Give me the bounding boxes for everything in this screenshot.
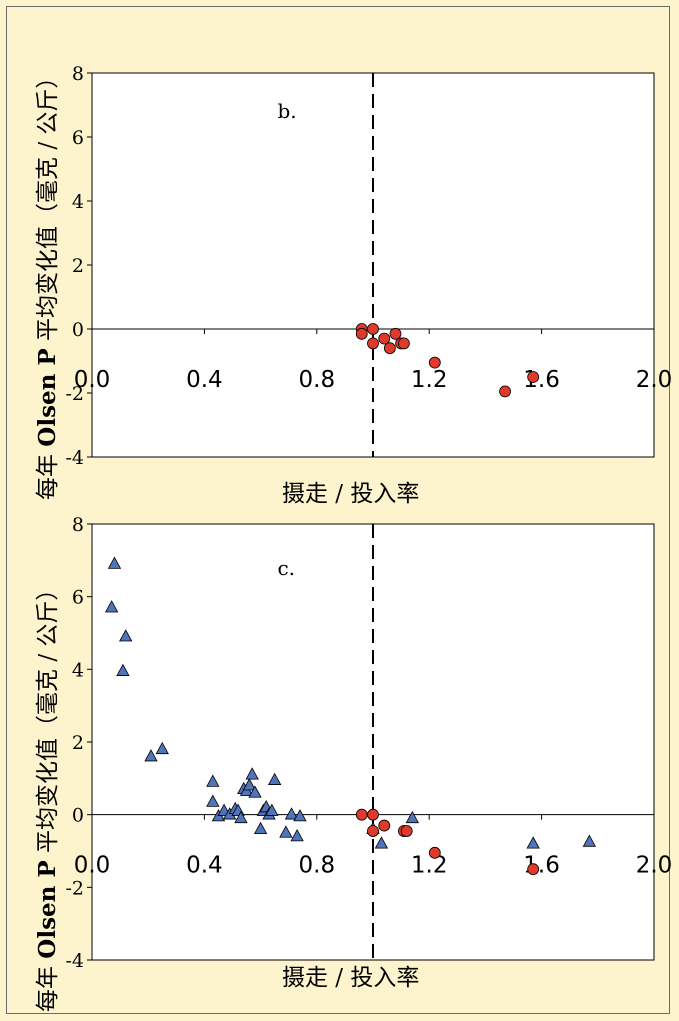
data-point-triangle <box>374 836 389 849</box>
data-point-triangle <box>107 556 122 569</box>
y-tick-label: 6 <box>72 587 84 609</box>
y-tick-label: -4 <box>65 447 84 469</box>
data-point-triangle <box>119 629 133 642</box>
y-tick-label: 2 <box>72 255 84 277</box>
data-point-circle <box>428 846 441 859</box>
data-point-circle <box>378 332 391 345</box>
y-tick-label: 0 <box>72 319 84 341</box>
figure-border <box>6 6 670 1014</box>
panel-label: c. <box>277 556 295 580</box>
data-point-triangle <box>155 741 169 755</box>
data-point-circle <box>367 323 379 335</box>
y-tick-label: -4 <box>65 950 84 972</box>
x-axis-label-b: 摄走 / 投入率 <box>282 481 420 507</box>
data-point-triangle <box>116 663 130 676</box>
y-axis-label-prefix: 每年 <box>35 966 61 1012</box>
x-tick-label: 2.0 <box>636 853 673 879</box>
data-point-triangle <box>248 785 262 798</box>
x-axis-label-c: 摄走 / 投入率 <box>282 965 420 991</box>
data-point-triangle <box>405 810 420 824</box>
y-tick-label: -2 <box>65 877 84 899</box>
data-point-triangle <box>279 825 293 838</box>
y-tick-label: 4 <box>72 659 84 681</box>
data-point-triangle <box>526 836 540 849</box>
data-point-triangle <box>290 829 304 842</box>
x-tick-label: 1.2 <box>411 367 448 393</box>
data-point-triangle <box>144 749 158 762</box>
data-point-triangle <box>242 778 257 791</box>
y-tick-label: 6 <box>72 127 84 149</box>
x-tick-label: 0.0 <box>74 853 111 879</box>
data-point-circle <box>499 385 511 398</box>
data-point-circle <box>383 342 396 355</box>
panel-label: b. <box>277 99 296 123</box>
x-tick-label: 0.0 <box>74 367 111 393</box>
data-point-triangle <box>582 834 597 847</box>
data-point-triangle <box>267 772 282 785</box>
data-point-circle <box>398 337 410 350</box>
data-point-triangle <box>265 803 279 816</box>
data-point-circle <box>367 337 379 350</box>
data-point-circle <box>355 808 368 821</box>
x-tick-label: 0.8 <box>299 853 336 879</box>
x-tick-label: 0.4 <box>186 853 223 879</box>
y-tick-label: 4 <box>72 191 84 213</box>
data-point-triangle <box>293 809 307 822</box>
x-tick-label: 1.2 <box>411 853 448 879</box>
data-point-triangle <box>284 807 299 820</box>
y-tick-label: -2 <box>65 383 84 405</box>
data-point-circle <box>355 327 368 340</box>
y-axis-label-b: 每年 Olsen P 平均变化值（毫克 / 公斤） <box>28 66 62 500</box>
y-tick-label: 8 <box>72 63 84 85</box>
y-axis-label-c: 每年 Olsen P 平均变化值（毫克 / 公斤） <box>28 578 62 1012</box>
data-point-triangle <box>206 774 220 787</box>
data-point-circle <box>367 825 379 837</box>
data-point-circle <box>428 356 441 369</box>
data-point-circle <box>367 808 379 821</box>
x-tick-label: 0.8 <box>299 367 336 393</box>
y-tick-label: 8 <box>72 514 84 536</box>
y-axis-label-suffix: 平均变化值（毫克 / 公斤） <box>35 65 61 341</box>
y-tick-label: 2 <box>72 732 84 754</box>
data-point-circle <box>389 327 402 340</box>
x-tick-label: 2.0 <box>636 367 673 393</box>
data-point-triangle <box>234 810 248 824</box>
data-point-triangle <box>206 794 220 807</box>
data-point-circle <box>527 371 540 383</box>
y-tick-label: 0 <box>72 805 84 827</box>
data-point-circle <box>378 819 391 832</box>
y-axis-label-bold: Olsen P <box>34 348 61 447</box>
data-point-triangle <box>104 600 119 613</box>
y-axis-label-bold: Olsen P <box>34 860 61 959</box>
data-point-triangle <box>253 821 268 835</box>
data-point-circle <box>527 863 540 876</box>
y-axis-label-prefix: 每年 <box>35 454 61 500</box>
x-tick-label: 0.4 <box>186 367 223 393</box>
y-axis-label-suffix: 平均变化值（毫克 / 公斤） <box>35 577 61 853</box>
data-point-circle <box>400 825 413 837</box>
data-point-triangle <box>245 767 259 780</box>
